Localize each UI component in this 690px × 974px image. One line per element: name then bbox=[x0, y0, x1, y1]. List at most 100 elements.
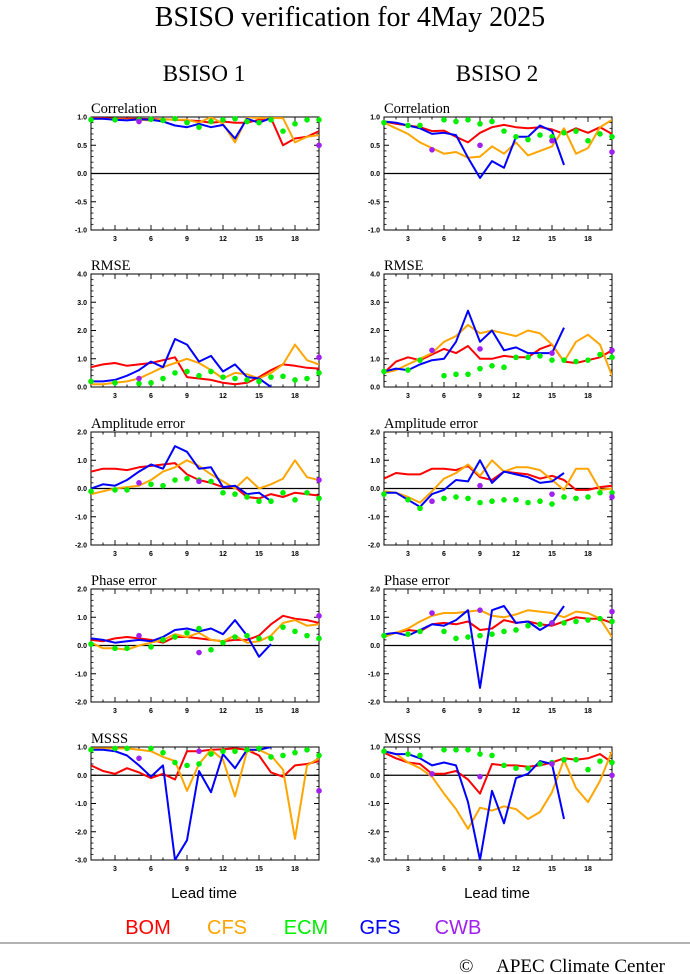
series-cwb-point bbox=[549, 137, 555, 144]
series-ecm-point bbox=[453, 747, 459, 753]
x-tick-label: 9 bbox=[185, 236, 189, 243]
x-tick-label: 15 bbox=[255, 236, 263, 243]
series-ecm-point bbox=[256, 635, 262, 642]
series-ecm-point bbox=[597, 615, 603, 622]
panel-title: Correlation bbox=[91, 101, 158, 117]
series-ecm-point bbox=[208, 118, 214, 125]
y-tick-label: 0.0 bbox=[77, 773, 87, 780]
series-ecm-point bbox=[316, 752, 322, 759]
x-tick-label: 3 bbox=[113, 708, 117, 715]
x-tick-label: 15 bbox=[255, 708, 263, 715]
series-ecm-point bbox=[88, 117, 94, 123]
panel-phase-error-bsiso-2: Phase error -2.0 -1.0 0.0 1.0 2.0 3 6 9 12 15 18 bbox=[368, 573, 615, 715]
y-tick-label: 0.0 bbox=[77, 643, 87, 650]
series-ecm-point bbox=[112, 645, 118, 652]
x-tick-label: 12 bbox=[219, 393, 227, 400]
panel-rmse-bsiso-1: RMSE 0.0 1.0 2.0 3.0 4.0 3 6 9 12 15 18 bbox=[77, 258, 322, 400]
legend-cfs: CFS bbox=[207, 917, 247, 939]
series-ecm-point bbox=[477, 632, 483, 639]
series-ecm-point bbox=[232, 491, 238, 497]
series-cwb-point bbox=[316, 613, 322, 619]
panel-correlation-bsiso-1: Correlation -1.0 -0.5 0.0 0.5 1.0 3 6 9 12 15 18 bbox=[75, 101, 322, 243]
series-cwb-point bbox=[477, 773, 483, 780]
x-tick-label: 9 bbox=[478, 393, 482, 400]
x-tick-label: 9 bbox=[478, 236, 482, 243]
series-ecm-point bbox=[160, 375, 166, 382]
series-gfs-line bbox=[384, 459, 565, 508]
panel-amplitude-error-bsiso-1: Amplitude error -2.0 -1.0 0.0 1.0 2.0 3 6 9 12 15 1… bbox=[75, 416, 322, 558]
x-tick-label: 9 bbox=[478, 866, 482, 873]
series-ecm-point bbox=[537, 132, 543, 138]
x-tick-label: 3 bbox=[406, 708, 410, 715]
series-ecm-point bbox=[549, 133, 555, 140]
series-ecm-point bbox=[160, 749, 166, 756]
x-tick-label: 12 bbox=[219, 866, 227, 873]
series-ecm-point bbox=[184, 475, 190, 482]
series-ecm-point bbox=[381, 748, 387, 755]
series-ecm-point bbox=[148, 745, 154, 752]
y-tick-label: -2.0 bbox=[368, 829, 380, 836]
series-ecm-point bbox=[304, 747, 310, 753]
y-tick-label: 1.0 bbox=[77, 745, 87, 752]
x-tick-label: 15 bbox=[548, 551, 556, 558]
y-tick-label: 4.0 bbox=[370, 272, 380, 279]
x-tick-label: 3 bbox=[113, 551, 117, 558]
series-cwb-point bbox=[136, 375, 142, 382]
y-tick-label: 4.0 bbox=[77, 272, 87, 279]
y-tick-label: -2.0 bbox=[75, 700, 87, 707]
series-ecm-point bbox=[501, 364, 507, 371]
series-ecm-point bbox=[232, 634, 238, 640]
y-tick-label: 2.0 bbox=[77, 328, 87, 335]
plot-frame bbox=[90, 746, 320, 861]
x-tick-label: 12 bbox=[512, 866, 520, 873]
y-tick-label: 1.0 bbox=[370, 458, 380, 465]
series-ecm-point bbox=[316, 495, 322, 502]
series-ecm-point bbox=[597, 758, 603, 764]
x-tick-label: 6 bbox=[442, 708, 446, 715]
series-ecm-point bbox=[441, 747, 447, 753]
series-ecm-point bbox=[417, 628, 423, 635]
series-ecm-point bbox=[220, 639, 226, 646]
series-gfs-line bbox=[91, 445, 272, 503]
series-ecm-point bbox=[525, 136, 531, 143]
x-tick-label: 18 bbox=[584, 708, 592, 715]
series-ecm-point bbox=[525, 622, 531, 629]
y-tick-label: -2.0 bbox=[75, 829, 87, 836]
x-tick-label: 3 bbox=[406, 551, 410, 558]
y-tick-label: 0.0 bbox=[370, 486, 380, 493]
series-ecm-point bbox=[585, 766, 591, 773]
y-tick-label: -3.0 bbox=[75, 858, 87, 865]
series-ecm-point bbox=[292, 120, 298, 127]
series-ecm-point bbox=[232, 748, 238, 755]
panel-correlation-bsiso-2: Correlation -1.0 -0.5 0.0 0.5 1.0 3 6 9 12 15 18 bbox=[368, 101, 615, 243]
series-ecm-point bbox=[573, 128, 579, 134]
xlabel-right: Lead time bbox=[464, 885, 530, 902]
series-ecm-point bbox=[597, 489, 603, 496]
series-ecm-point bbox=[513, 497, 519, 503]
series-ecm-point bbox=[148, 481, 154, 488]
y-tick-label: 0.5 bbox=[370, 143, 380, 150]
series-cwb-point bbox=[477, 142, 483, 149]
xlabel-left: Lead time bbox=[171, 885, 237, 902]
series-ecm-point bbox=[501, 497, 507, 503]
series-ecm-point bbox=[477, 120, 483, 127]
series-ecm-point bbox=[88, 747, 94, 753]
panel-title: MSSS bbox=[384, 731, 421, 747]
series-cfs-line bbox=[384, 118, 612, 159]
series-ecm-point bbox=[501, 628, 507, 635]
x-tick-label: 15 bbox=[255, 866, 263, 873]
y-tick-label: 0.0 bbox=[370, 773, 380, 780]
x-tick-label: 18 bbox=[291, 551, 299, 558]
x-tick-label: 6 bbox=[442, 551, 446, 558]
series-ecm-point bbox=[441, 117, 447, 123]
series-ecm-point bbox=[489, 118, 495, 125]
series-ecm-point bbox=[489, 363, 495, 369]
y-tick-label: 0.0 bbox=[370, 385, 380, 392]
y-tick-label: -1.0 bbox=[368, 514, 380, 521]
series-cwb-point bbox=[196, 478, 202, 485]
series-ecm-point bbox=[280, 489, 286, 496]
series-ecm-point bbox=[477, 751, 483, 757]
series-ecm-point bbox=[196, 124, 202, 130]
series-ecm-point bbox=[268, 754, 274, 760]
